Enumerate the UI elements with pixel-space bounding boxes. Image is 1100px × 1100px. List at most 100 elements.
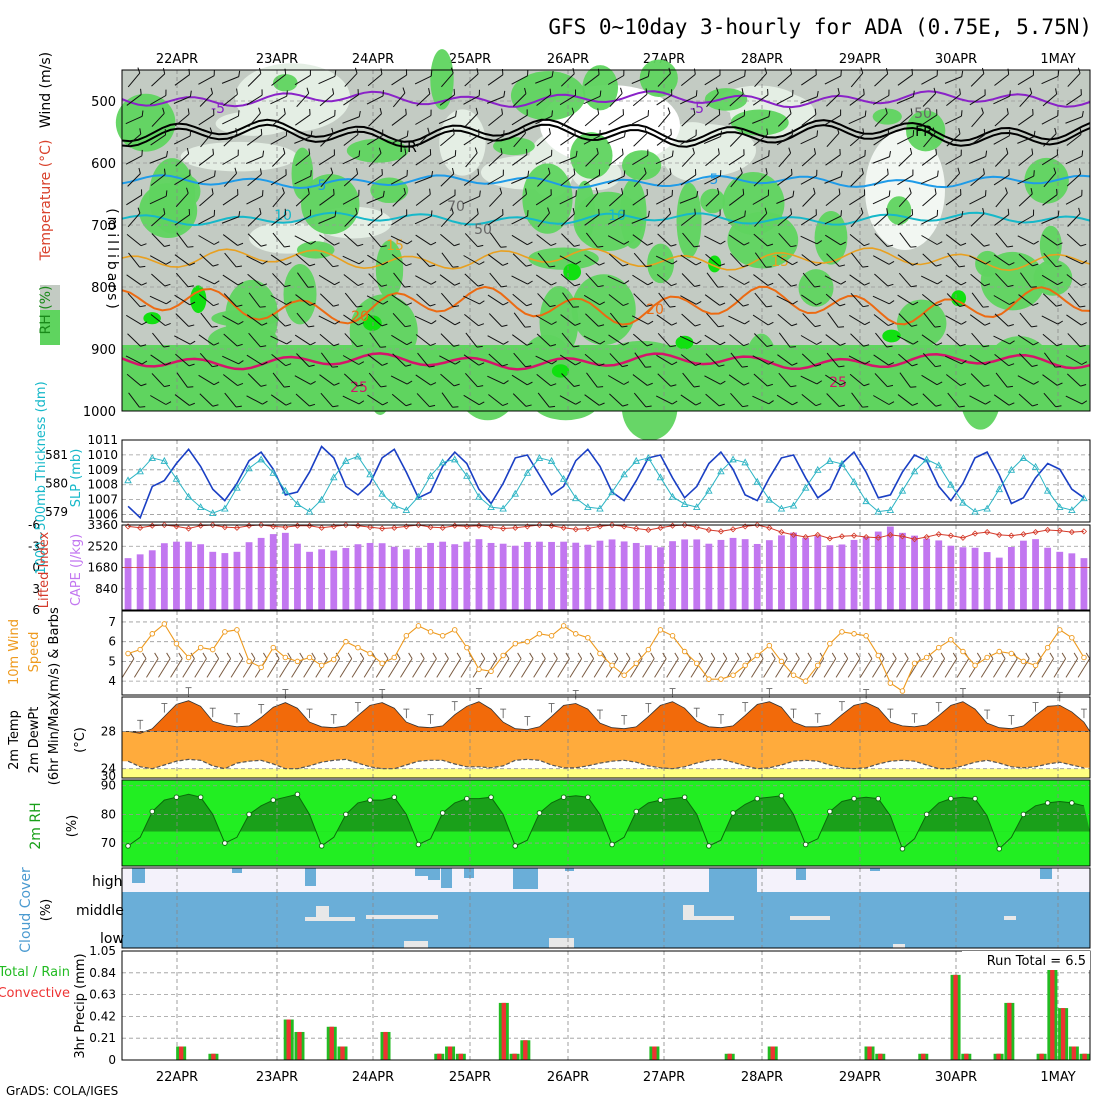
wind-barb-feather xyxy=(502,169,504,176)
wind-barb-feather xyxy=(380,245,387,248)
wind-barb xyxy=(342,355,365,365)
wind-barb-feather xyxy=(334,70,337,77)
wind-barb-shaft xyxy=(995,192,1008,208)
wind-barb-shaft xyxy=(1043,172,1057,188)
wind-barb-feather xyxy=(261,361,268,366)
lifted-index-point xyxy=(802,533,809,541)
wind10m-barb-shaft xyxy=(327,658,341,678)
wind10m-speed-point xyxy=(560,623,567,629)
bottom-date-label: 25APR xyxy=(449,1070,491,1085)
wind-barb-shaft xyxy=(777,113,792,127)
wind-barb-feather xyxy=(165,89,167,96)
precip-convective-bar xyxy=(383,1031,388,1060)
wind-barb-feather xyxy=(237,242,244,246)
wind-barb xyxy=(415,234,437,246)
wind-barb xyxy=(344,67,358,87)
wind-barb-shaft xyxy=(1017,136,1035,144)
temperature-contour xyxy=(121,285,1091,326)
wind10m-barb-shaft xyxy=(593,658,607,678)
wind-barb-feather xyxy=(309,69,311,76)
wind10m-barb-feather xyxy=(698,652,704,659)
lifted-index-point xyxy=(500,525,507,532)
bottom-date-label: 24APR xyxy=(352,1070,394,1085)
wind-barb-shaft xyxy=(463,295,480,305)
cloud-high-bar xyxy=(305,868,316,886)
wind-barb xyxy=(175,147,190,167)
wind-barb xyxy=(945,274,967,286)
wind-barb-shaft xyxy=(224,252,237,268)
lifted-index-point xyxy=(1044,526,1051,534)
wind-barb-shaft xyxy=(633,252,647,268)
wind-barb-feather xyxy=(358,110,361,117)
lifted-index-point xyxy=(899,533,906,540)
wind-barb-shaft xyxy=(827,312,839,328)
wind-barb-feather xyxy=(719,341,726,346)
rh2m-point xyxy=(706,843,712,849)
wind-barb-feather xyxy=(333,343,340,347)
wind-barb-feather xyxy=(936,109,938,116)
wind-barb-feather xyxy=(139,128,142,135)
wind-barb-shaft xyxy=(729,333,744,347)
wind-barb-shaft xyxy=(150,314,166,326)
wind-barb-feather xyxy=(768,110,771,117)
wind-barb-shaft xyxy=(969,395,986,405)
wind-barb-shaft xyxy=(344,73,358,87)
wind-barb-shaft xyxy=(126,373,142,387)
wind-barb-feather xyxy=(766,305,773,308)
lifted-index-point xyxy=(729,526,737,533)
wind-barb-shaft xyxy=(149,295,167,305)
wind10m-barb xyxy=(847,652,861,678)
wind-barb-shaft xyxy=(295,294,311,306)
top-date-label: 30APR xyxy=(935,52,977,67)
upper-air-ylabel: (millibars) xyxy=(104,208,120,312)
wind-barb-shaft xyxy=(584,74,600,86)
wind-barb xyxy=(296,312,315,328)
wind-barb-shaft xyxy=(318,75,336,85)
wind-barb-shaft xyxy=(390,375,408,385)
wind-barb-shaft xyxy=(657,213,671,227)
wind-barb-feather xyxy=(814,285,821,288)
wind-barb-feather xyxy=(382,401,389,406)
wind-barb xyxy=(704,170,722,185)
wind-barb-shaft xyxy=(559,156,577,164)
lifted-index-point xyxy=(984,529,991,536)
wind10m-barb-shaft xyxy=(230,658,244,678)
wind-barb-shaft xyxy=(873,174,889,186)
wind-barb-feather xyxy=(623,280,630,285)
wind-barb-shaft xyxy=(1019,353,1033,367)
wind-barb xyxy=(368,147,382,168)
wind-barb-shaft xyxy=(993,135,1010,145)
wind-barb-feather xyxy=(477,284,484,287)
wind-barb-shaft xyxy=(296,353,310,367)
slp-point xyxy=(608,488,616,496)
wind-barb-feather xyxy=(838,365,845,368)
cape-bar xyxy=(269,534,277,610)
lifted-index-point xyxy=(185,525,192,532)
wind-barb-shaft xyxy=(174,74,190,86)
wind-barb-feather xyxy=(1006,108,1009,115)
wind-barb-shaft xyxy=(1066,94,1082,106)
wind-barb-feather xyxy=(357,243,364,247)
wind-barb-feather xyxy=(141,110,144,117)
wind-barb-feather xyxy=(912,301,919,306)
wind-barb-shaft xyxy=(851,252,863,268)
wind-barb xyxy=(511,234,533,246)
wind-barb xyxy=(246,354,268,366)
wind-barb xyxy=(778,147,792,168)
wind-barb-shaft xyxy=(849,373,865,387)
rh-moist-patch xyxy=(1039,225,1062,266)
precip-panel: 1.050.840.630.420.210 xyxy=(89,944,1091,1067)
wind-barb-feather xyxy=(717,286,724,288)
wind-barb-shaft xyxy=(728,75,745,85)
wind-barb-feather xyxy=(307,286,314,288)
wind-barb-shaft xyxy=(294,235,311,245)
wind-barb xyxy=(270,394,292,406)
wind-barb-shaft xyxy=(535,115,553,125)
wind-barb-shaft xyxy=(342,195,360,205)
wind-barb xyxy=(200,312,218,328)
wind-barb-feather xyxy=(670,345,677,348)
slp-point xyxy=(680,500,689,508)
lifted-index-point xyxy=(935,531,942,538)
wind-barb xyxy=(778,372,797,388)
wind-barb-shaft xyxy=(944,216,962,224)
